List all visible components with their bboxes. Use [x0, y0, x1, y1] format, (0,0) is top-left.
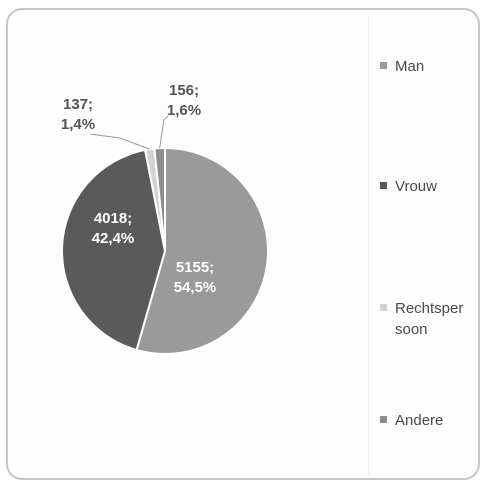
data-label-vrouw-value: 4018; [94, 210, 132, 227]
legend-item-andere: Andere [380, 410, 465, 431]
legend-label-rechtspersoon: Rechtsper soon [395, 300, 464, 338]
pie-slice-vrouw [61, 148, 167, 352]
leader-line-andere [159, 115, 169, 149]
legend-divider [368, 16, 369, 474]
pie-slice-man [135, 146, 269, 355]
leader-line-rechtspersoon [89, 133, 150, 150]
data-label-rechtspersoon-value: 137; [63, 96, 93, 113]
pie-slice-andere [153, 146, 166, 252]
data-label-andere-percent: 1,6% [167, 102, 201, 119]
data-label-vrouw: 4018; 42,4% [92, 210, 135, 247]
data-label-andere: 156; 1,6% [167, 82, 201, 119]
legend-swatch-man [380, 62, 387, 69]
data-label-vrouw-percent: 42,4% [92, 230, 135, 247]
data-label-man: 5155; 54,5% [174, 259, 217, 296]
pie-chart: 5155; 54,5% 4018; 42,4% 137; 1,4% 156; 1,6% [61, 82, 269, 355]
legend-swatch-andere [380, 416, 387, 423]
chart-frame: 5155; 54,5% 4018; 42,4% 137; 1,4% 156; 1,6% Man… [6, 8, 480, 480]
legend-swatch-vrouw [380, 182, 387, 189]
data-label-rechtspersoon: 137; 1,4% [61, 96, 95, 133]
data-label-man-value: 5155; [176, 259, 214, 276]
legend-item-rechtspersoon: Rechtsper soon [380, 298, 465, 340]
data-label-man-percent: 54,5% [174, 279, 217, 296]
legend: Man Vrouw Rechtsper soon Andere [380, 10, 478, 478]
legend-item-man: Man [380, 56, 465, 77]
data-label-rechtspersoon-percent: 1,4% [61, 116, 95, 133]
legend-label-andere: Andere [395, 412, 444, 429]
data-label-andere-value: 156; [169, 82, 199, 99]
legend-swatch-rechtspersoon [380, 304, 387, 311]
legend-item-vrouw: Vrouw [380, 176, 465, 197]
legend-label-vrouw: Vrouw [395, 178, 437, 195]
legend-label-man: Man [395, 58, 425, 75]
